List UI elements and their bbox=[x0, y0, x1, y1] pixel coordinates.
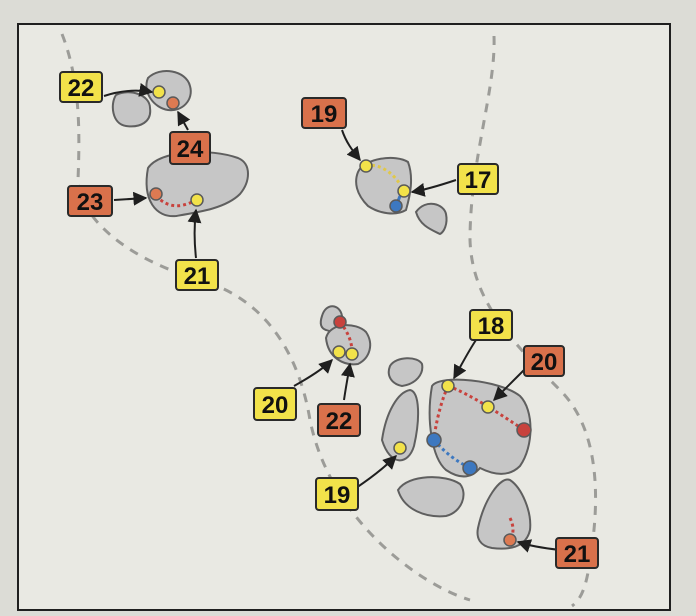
route-20a bbox=[447, 384, 525, 432]
label-23-orange-text: 23 bbox=[77, 189, 104, 216]
dot-yellow-17 bbox=[397, 184, 411, 198]
trail-left bbox=[60, 33, 471, 602]
rock-middle-long bbox=[380, 388, 420, 462]
dot-orange-24 bbox=[166, 96, 180, 110]
arrow-20a bbox=[493, 369, 525, 401]
label-21-yellow-top: 21 bbox=[175, 259, 219, 291]
dot-yellow-20b-b bbox=[345, 347, 359, 361]
label-17-yellow-text: 17 bbox=[465, 167, 492, 194]
dot-red-20a bbox=[516, 422, 532, 438]
arrow-19b bbox=[355, 455, 397, 489]
map-labels: 22 24 23 21 19 17 18 20 bbox=[59, 71, 599, 569]
dot-blue-17 bbox=[389, 199, 403, 213]
dot-blue-left bbox=[426, 432, 442, 448]
arrow-21a bbox=[187, 208, 202, 259]
dot-yellow-20a bbox=[481, 400, 495, 414]
dot-red-22b bbox=[333, 315, 347, 329]
dot-yellow-19b bbox=[393, 441, 407, 455]
label-22-orange-text: 22 bbox=[326, 408, 353, 435]
arrow-22b bbox=[341, 362, 355, 401]
label-20-yellow-text: 20 bbox=[262, 392, 289, 419]
label-21-yellow-top-text: 21 bbox=[184, 263, 211, 290]
arrow-24 bbox=[177, 110, 191, 131]
arrow-20b bbox=[293, 359, 333, 387]
rock-top-left-round bbox=[145, 70, 192, 112]
dot-yellow-20b-a bbox=[332, 345, 346, 359]
rock-top-left-small bbox=[111, 91, 152, 128]
label-20-orange-text: 20 bbox=[531, 349, 558, 376]
label-20-yellow: 20 bbox=[253, 387, 297, 421]
rock-bottom-right bbox=[476, 478, 532, 550]
dot-blue-right bbox=[462, 460, 478, 476]
arrow-17 bbox=[410, 179, 457, 197]
route-21b bbox=[508, 517, 515, 541]
label-21-orange-text: 21 bbox=[564, 541, 591, 568]
label-19-orange-text: 19 bbox=[311, 101, 338, 128]
dot-yellow-19a bbox=[359, 159, 373, 173]
label-19-yellow-text: 19 bbox=[324, 482, 351, 509]
label-22-orange: 22 bbox=[317, 403, 361, 437]
arrow-18 bbox=[453, 339, 477, 380]
label-22-yellow-top-left-text: 22 bbox=[68, 75, 95, 102]
arrow-19a bbox=[341, 129, 361, 162]
rock-bottom-center bbox=[396, 476, 465, 518]
route-23 bbox=[154, 194, 197, 208]
label-24-orange-text: 24 bbox=[177, 136, 204, 163]
dot-orange-23 bbox=[149, 187, 163, 201]
arrow-22a bbox=[103, 83, 154, 97]
rock-top-center-small bbox=[414, 202, 448, 236]
dot-yellow-21a bbox=[190, 193, 204, 207]
label-21-orange: 21 bbox=[555, 537, 599, 569]
route-dots bbox=[149, 85, 532, 547]
label-17-yellow: 17 bbox=[457, 163, 499, 195]
leader-arrows bbox=[103, 83, 561, 553]
label-23-orange: 23 bbox=[67, 185, 113, 217]
label-20-orange: 20 bbox=[523, 345, 565, 377]
dot-yellow-18 bbox=[441, 379, 455, 393]
label-18-yellow-text: 18 bbox=[478, 313, 505, 340]
rocks bbox=[111, 70, 532, 550]
dot-orange-21b bbox=[503, 533, 517, 547]
dot-yellow-22a bbox=[152, 85, 166, 99]
label-18-yellow: 18 bbox=[469, 309, 513, 341]
rock-middle-small bbox=[387, 357, 424, 388]
label-19-yellow: 19 bbox=[315, 477, 359, 511]
label-24-orange: 24 bbox=[169, 131, 211, 165]
label-19-orange: 19 bbox=[301, 97, 347, 129]
label-22-yellow-top-left: 22 bbox=[59, 71, 103, 103]
arrow-23 bbox=[113, 191, 148, 206]
